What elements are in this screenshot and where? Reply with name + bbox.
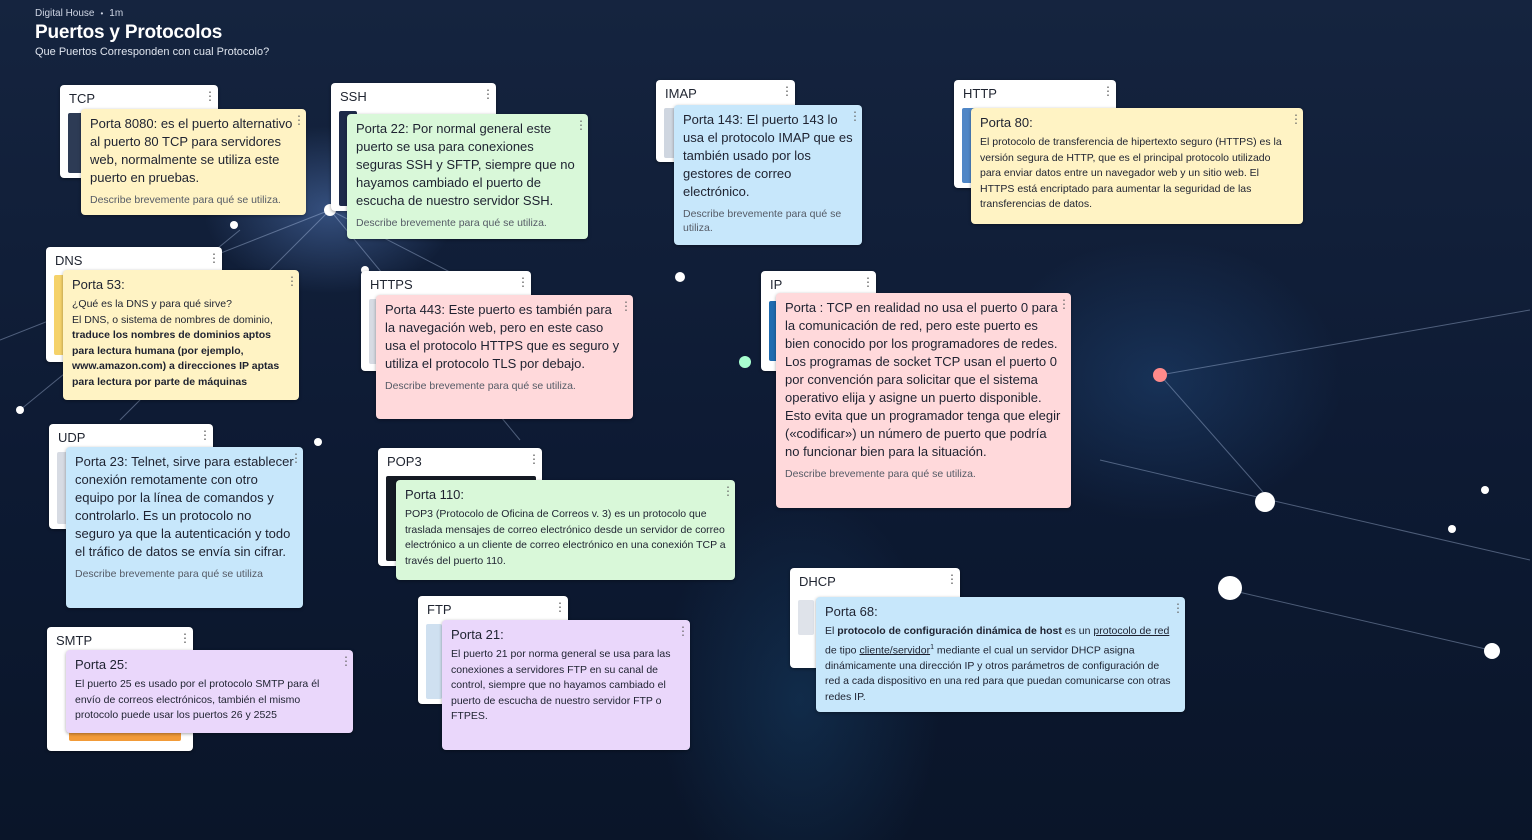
card-title: HTTP <box>963 86 997 101</box>
note-text: Porta : TCP en realidad no usa el puerto… <box>785 300 1061 459</box>
note-text: El protocolo de transferencia de hiperte… <box>980 136 1282 210</box>
note-text: El puerto 21 por norma general se usa pa… <box>451 648 671 722</box>
kebab-icon[interactable]: ⋮ <box>293 113 305 127</box>
note-hint: Describe brevemente para qué se utiliza. <box>90 194 281 206</box>
note-text-question: ¿Qué es la DNS y para qué sirve? <box>72 298 232 310</box>
text-segment: de tipo <box>825 644 860 656</box>
card-image <box>426 624 442 699</box>
kebab-icon[interactable]: ⋮ <box>1058 297 1070 311</box>
kebab-icon[interactable]: ⋮ <box>482 87 494 101</box>
kebab-icon[interactable]: ⋮ <box>1102 84 1114 98</box>
card-title: SSH <box>340 89 367 104</box>
note-hint: Describe brevemente para qué se utiliza <box>75 568 263 580</box>
note-heading: Porta 21: <box>451 627 504 642</box>
note-hint: Describe brevemente para qué se utiliza. <box>785 468 976 480</box>
note-heading: Porta 110: <box>405 487 465 502</box>
card-title: UDP <box>58 430 86 445</box>
board-header: Digital House • 1m Puertos y Protocolos … <box>35 8 269 58</box>
note-hint: Describe brevemente para qué se utiliza. <box>683 208 842 234</box>
note-hint: Describe brevemente para qué se utiliza. <box>356 217 547 229</box>
footnote-ref[interactable]: 1 <box>930 643 934 651</box>
kebab-icon[interactable]: ⋮ <box>179 631 191 645</box>
link-protocolo-de-red[interactable]: protocolo de red <box>1093 625 1170 637</box>
note-udp[interactable]: ⋮ Porta 23: Telnet, sirve para establece… <box>66 447 303 608</box>
org-name[interactable]: Digital House <box>35 8 95 19</box>
note-heading: Porta 53: <box>72 277 125 292</box>
kebab-icon[interactable]: ⋮ <box>340 654 352 668</box>
card-title: TCP <box>69 91 95 106</box>
note-text: Porta 8080: es el puerto alternativo al … <box>90 116 293 185</box>
card-image <box>798 600 814 635</box>
kebab-icon[interactable]: ⋮ <box>620 299 632 313</box>
text-segment: El <box>825 625 838 637</box>
kebab-icon[interactable]: ⋮ <box>528 452 540 466</box>
text-bold-term: protocolo de configuración dinámica de h… <box>837 625 1062 637</box>
kebab-icon[interactable]: ⋮ <box>849 109 861 123</box>
note-ip[interactable]: ⋮ Porta : TCP en realidad no usa el puer… <box>776 293 1071 508</box>
card-title: IP <box>770 277 783 292</box>
note-heading: Porta 68: <box>825 604 878 619</box>
kebab-icon[interactable]: ⋮ <box>862 275 874 289</box>
note-text: Porta 23: Telnet, sirve para establecer … <box>75 454 294 559</box>
kebab-icon[interactable]: ⋮ <box>722 484 734 498</box>
card-title: POP3 <box>387 454 422 469</box>
separator-dot: • <box>100 9 104 18</box>
note-smtp[interactable]: ⋮ Porta 25: El puerto 25 es usado por el… <box>66 650 353 733</box>
card-title: FTP <box>427 602 452 617</box>
note-text-bold: traduce los nombres de dominios aptos pa… <box>72 329 280 388</box>
card-title: DNS <box>55 253 83 268</box>
note-heading: Porta 25: <box>75 657 128 672</box>
kebab-icon[interactable]: ⋮ <box>290 451 302 465</box>
note-imap[interactable]: ⋮ Porta 143: El puerto 143 lo usa el pro… <box>674 105 862 245</box>
kebab-icon[interactable]: ⋮ <box>1290 112 1302 126</box>
link-cliente-servidor[interactable]: cliente/servidor <box>859 644 931 656</box>
card-title: IMAP <box>665 86 697 101</box>
kebab-icon[interactable]: ⋮ <box>677 624 689 638</box>
kebab-icon[interactable]: ⋮ <box>1172 601 1184 615</box>
note-text: El puerto 25 es usado por el protocolo S… <box>75 678 320 721</box>
note-text: Porta 143: El puerto 143 lo usa el proto… <box>683 112 853 199</box>
kebab-icon[interactable]: ⋮ <box>199 428 211 442</box>
note-dns[interactable]: ⋮ Porta 53: ¿Qué es la DNS y para qué si… <box>63 270 299 400</box>
note-ssh[interactable]: ⋮ Porta 22: Por normal general este puer… <box>347 114 588 239</box>
kebab-icon[interactable]: ⋮ <box>208 251 220 265</box>
text-segment: es un <box>1061 625 1094 637</box>
note-http[interactable]: ⋮ Porta 80: El protocolo de transferenci… <box>971 108 1303 224</box>
card-title: HTTPS <box>370 277 413 292</box>
kebab-icon[interactable]: ⋮ <box>946 572 958 586</box>
note-text: El protocolo de configuración dinámica d… <box>825 624 1176 705</box>
kebab-icon[interactable]: ⋮ <box>286 274 298 288</box>
kebab-icon[interactable]: ⋮ <box>781 84 793 98</box>
kebab-icon[interactable]: ⋮ <box>517 275 529 289</box>
note-tcp[interactable]: ⋮ Porta 8080: es el puerto alternativo a… <box>81 109 306 215</box>
note-text-intro: El DNS, o sistema de nombres de dominio, <box>72 313 273 326</box>
page-subtitle: Que Puertos Corresponden con cual Protoc… <box>35 46 270 58</box>
note-https[interactable]: ⋮ Porta 443: Este puerto es también para… <box>376 295 633 419</box>
note-text: POP3 (Protocolo de Oficina de Correos v.… <box>405 508 726 567</box>
card-title: DHCP <box>799 574 836 589</box>
note-text: Porta 22: Por normal general este puerto… <box>356 121 575 208</box>
note-text: Porta 443: Este puerto es también para l… <box>385 302 620 371</box>
note-dhcp[interactable]: ⋮ Porta 68: El protocolo de configuració… <box>816 597 1185 712</box>
note-pop3[interactable]: ⋮ Porta 110: POP3 (Protocolo de Oficina … <box>396 480 735 580</box>
kebab-icon[interactable]: ⋮ <box>575 118 587 132</box>
board-meta: Digital House • 1m <box>35 8 269 19</box>
note-heading: Porta 80: <box>980 115 1033 130</box>
card-title: SMTP <box>56 633 93 648</box>
kebab-icon[interactable]: ⋮ <box>554 600 566 614</box>
text-segment: mediante el cual un servidor DHCP asigna… <box>825 644 1171 703</box>
note-hint: Describe brevemente para qué se utiliza. <box>385 380 576 392</box>
note-ftp[interactable]: ⋮ Porta 21: El puerto 21 por norma gener… <box>442 620 690 750</box>
page-title: Puertos y Protocolos <box>35 22 223 43</box>
board-age: 1m <box>109 8 124 19</box>
kebab-icon[interactable]: ⋮ <box>204 89 216 103</box>
